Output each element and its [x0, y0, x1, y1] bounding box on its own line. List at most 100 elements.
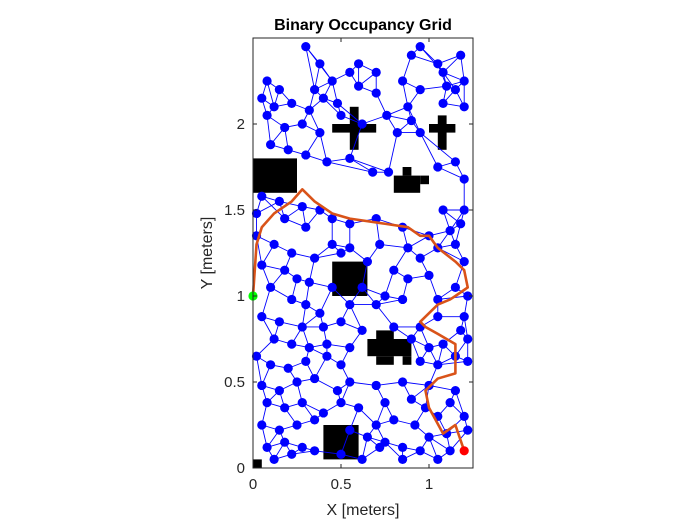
y-tick-label: 0.5	[224, 374, 245, 391]
roadmap-edge	[419, 132, 456, 163]
y-axis-label: Y [meters]	[199, 217, 216, 290]
roadmap-node	[292, 420, 302, 430]
obstacle-cell	[420, 175, 429, 185]
roadmap-node	[251, 208, 262, 219]
roadmap-node	[433, 312, 443, 322]
roadmap-node	[301, 222, 311, 232]
roadmap-node	[389, 415, 399, 425]
roadmap-node	[398, 442, 408, 452]
roadmap-node	[415, 356, 425, 366]
obstacle-cell	[393, 175, 421, 193]
roadmap-node	[292, 377, 302, 387]
roadmap-node	[398, 76, 408, 86]
roadmap-node	[287, 339, 297, 349]
roadmap-node	[251, 351, 262, 361]
roadmap-node	[297, 201, 307, 212]
roadmap-node	[304, 105, 314, 115]
roadmap-node	[318, 93, 328, 103]
roadmap-node	[283, 145, 293, 155]
roadmap-node	[332, 98, 343, 108]
roadmap-node	[315, 128, 325, 138]
roadmap-node	[380, 291, 390, 301]
roadmap-node	[269, 454, 279, 464]
roadmap-node	[403, 102, 413, 112]
roadmap-node	[327, 76, 337, 86]
roadmap-node	[287, 98, 297, 108]
roadmap-node	[375, 442, 385, 452]
x-tick-label: 0.5	[331, 476, 352, 493]
roadmap-node	[332, 386, 343, 396]
roadmap-node	[274, 317, 284, 327]
roadmap-node	[287, 449, 297, 459]
roadmap-node	[403, 243, 413, 253]
roadmap-node	[345, 377, 355, 387]
roadmap-node	[433, 360, 443, 370]
roadmap-edge	[337, 103, 363, 125]
roadmap-node	[362, 432, 372, 442]
roadmap-node	[280, 122, 290, 133]
roadmap-node	[438, 98, 448, 108]
roadmap-node	[459, 205, 469, 215]
x-tick-label: 1	[425, 476, 433, 493]
roadmap-node	[269, 239, 279, 249]
roadmap-node	[322, 339, 332, 349]
roadmap-node	[297, 322, 307, 332]
plot-frame	[252, 37, 474, 469]
roadmap-node	[438, 339, 448, 349]
roadmap-node	[280, 403, 290, 413]
roadmap-node	[371, 420, 381, 430]
x-axis-ticks: 0 0.5 1	[249, 38, 433, 493]
y-tick-label: 1	[237, 288, 245, 305]
roadmap-node	[438, 67, 448, 77]
obstacle-cell	[376, 356, 394, 365]
roadmap-node	[463, 425, 473, 435]
roadmap-node	[403, 274, 413, 284]
roadmap-node	[442, 81, 452, 91]
roadmap-node	[301, 42, 311, 52]
roadmap-node	[269, 334, 279, 344]
roadmap-node	[315, 59, 325, 69]
roadmap-edge	[326, 161, 373, 173]
roadmap-edge	[388, 132, 398, 173]
roadmap-node	[463, 291, 473, 301]
roadmap-node	[415, 42, 425, 52]
roadmap-node	[327, 214, 337, 224]
roadmap-edge	[305, 46, 316, 90]
roadmap-node	[318, 408, 328, 418]
roadmap-node	[357, 119, 367, 129]
roadmap-edge	[319, 287, 333, 314]
roadmap-node	[456, 50, 466, 60]
obstacle-cell	[253, 158, 297, 193]
roadmap-node	[266, 360, 276, 370]
roadmap-node	[262, 442, 272, 452]
roadmap-node	[336, 398, 346, 408]
goal-marker	[459, 446, 469, 456]
roadmap-edge	[379, 243, 408, 249]
roadmap-node	[345, 300, 355, 310]
roadmap-node	[459, 174, 469, 184]
roadmap-node	[257, 260, 267, 270]
roadmap-node	[456, 325, 466, 335]
roadmap-node	[297, 119, 307, 129]
roadmap-node	[322, 157, 332, 167]
roadmap-node	[297, 442, 307, 452]
roadmap-node	[345, 219, 355, 229]
roadmap-node	[257, 312, 267, 322]
roadmap-node	[257, 420, 267, 430]
roadmap-node	[389, 265, 399, 275]
roadmap-edge	[349, 157, 389, 173]
roadmap-edge	[319, 132, 328, 162]
roadmap-node	[450, 85, 460, 95]
roadmap-node	[269, 102, 279, 112]
roadmap-node	[315, 308, 325, 318]
roadmap-edge	[266, 115, 272, 145]
obstacle-cell	[437, 115, 447, 150]
roadmap-node	[459, 312, 469, 322]
roadmap-node	[357, 454, 367, 464]
roadmap-node	[318, 322, 328, 332]
roadmap-node	[327, 239, 337, 249]
roadmap-node	[392, 128, 402, 138]
roadmap-node	[450, 282, 460, 292]
roadmap-node	[310, 253, 320, 263]
